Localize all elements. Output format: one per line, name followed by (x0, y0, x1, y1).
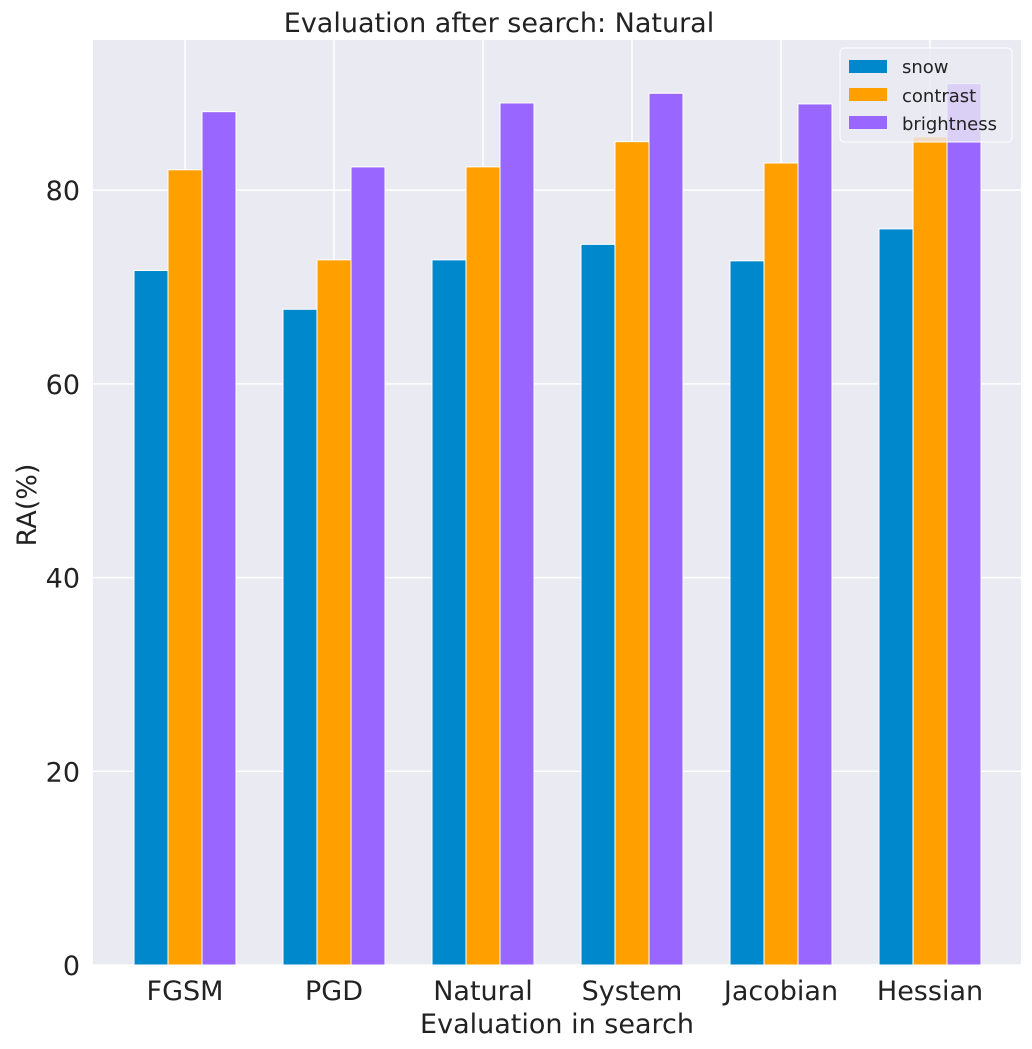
bar-snow-natural (431, 259, 467, 966)
x-tick-label-jacobian: Jacobian (722, 976, 838, 1007)
bar-brightness-system (648, 92, 684, 966)
y-tick-labels: 0 20 40 60 80 (46, 176, 80, 982)
legend: snow contrast brightness (839, 47, 1013, 143)
bar-brightness-fgsm (201, 111, 237, 966)
y-tick-label-20: 20 (46, 757, 80, 788)
legend-label-snow: snow (902, 57, 949, 78)
x-tick-labels: FGSM PGD Natural System Jacobian Hessian (147, 976, 984, 1007)
bar-snow-system (580, 243, 616, 966)
bar-contrast-hessian (912, 136, 948, 966)
bar-brightness-pgd (350, 166, 386, 966)
bar-brightness-hessian (946, 83, 982, 966)
y-tick-label-60: 60 (46, 370, 80, 401)
bar-snow-jacobian (729, 260, 765, 966)
bar-brightness-natural (499, 102, 535, 966)
chart-title: Evaluation after search: Natural (284, 8, 714, 39)
x-tick-label-natural: Natural (433, 976, 533, 1007)
legend-label-brightness: brightness (902, 114, 997, 135)
legend-label-contrast: contrast (902, 86, 976, 107)
legend-swatch-brightness (849, 116, 887, 129)
bar-snow-fgsm (133, 270, 169, 966)
y-tick-label-0: 0 (63, 951, 80, 982)
bar-snow-hessian (878, 228, 914, 966)
bar-contrast-jacobian (763, 162, 799, 966)
x-axis-label: Evaluation in search (420, 1009, 694, 1040)
bar-snow-pgd (282, 308, 318, 966)
y-tick-label-80: 80 (46, 176, 80, 207)
x-tick-label-fgsm: FGSM (147, 976, 224, 1007)
bars-group (133, 83, 982, 966)
plot-background (93, 40, 1021, 965)
legend-swatch-snow (849, 60, 887, 73)
bar-contrast-pgd (316, 259, 352, 966)
y-tick-label-40: 40 (46, 564, 80, 595)
x-tick-label-hessian: Hessian (877, 976, 983, 1007)
legend-swatch-contrast (849, 88, 887, 101)
bar-contrast-fgsm (167, 169, 203, 966)
x-tick-label-pgd: PGD (305, 976, 363, 1007)
bar-brightness-jacobian (797, 103, 833, 966)
bar-contrast-natural (465, 166, 501, 966)
y-axis-label: RA(%) (12, 464, 43, 547)
x-tick-label-system: System (582, 976, 683, 1007)
bar-contrast-system (614, 141, 650, 966)
